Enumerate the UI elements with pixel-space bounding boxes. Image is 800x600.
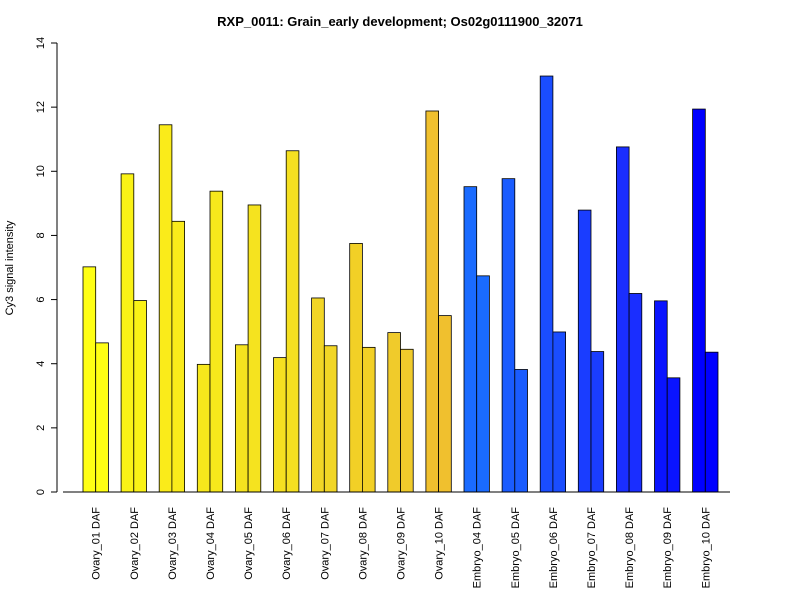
x-tick-labels: Ovary_01 DAF Ovary_02 DAF Ovary_03 DAF Ovar… <box>91 507 713 589</box>
bar <box>577 209 592 493</box>
y-tick-label: 12 <box>35 101 47 113</box>
x-tick-label: Embryo_08 DAF <box>624 507 636 589</box>
x-tick-label: Embryo_10 DAF <box>700 507 712 589</box>
x-tick-label: Ovary_08 DAF <box>357 507 369 580</box>
bar <box>501 178 516 493</box>
x-tick-label: Ovary_04 DAF <box>205 507 217 580</box>
x-tick-label: Ovary_09 DAF <box>396 507 408 580</box>
x-tick-label: Ovary_01 DAF <box>91 507 103 580</box>
bar <box>158 124 173 493</box>
bar <box>196 363 211 493</box>
bar <box>323 345 338 493</box>
x-tick-label: Ovary_07 DAF <box>319 507 331 580</box>
bar <box>247 204 262 493</box>
y-tick-label: 8 <box>35 232 47 238</box>
y-tick-label: 2 <box>35 425 47 431</box>
bar <box>666 377 681 493</box>
x-tick-label: Embryo_05 DAF <box>510 507 522 589</box>
bar <box>654 300 668 493</box>
bar <box>704 351 719 493</box>
bar <box>476 275 490 493</box>
bar <box>82 266 97 493</box>
x-tick-label: Ovary_10 DAF <box>434 507 446 580</box>
bar <box>463 186 478 493</box>
x-tick-label: Embryo_09 DAF <box>662 507 674 589</box>
x-tick-label: Ovary_02 DAF <box>129 507 141 580</box>
bar <box>349 243 363 493</box>
bar <box>120 173 135 493</box>
x-tick-label: Ovary_05 DAF <box>243 507 255 580</box>
y-tick-label: 0 <box>35 489 47 495</box>
bar <box>692 108 706 493</box>
chart-title: RXP_0011: Grain_early development; Os02g… <box>217 14 583 29</box>
bar <box>209 190 224 493</box>
y-tick-label: 4 <box>35 361 47 367</box>
bar <box>285 150 300 493</box>
bar <box>616 146 630 493</box>
bar <box>425 110 439 493</box>
bar <box>552 331 567 493</box>
bar <box>133 300 147 493</box>
bar <box>361 346 376 493</box>
y-tick-label: 14 <box>35 37 47 49</box>
bar <box>628 293 643 493</box>
x-tick-label: Embryo_07 DAF <box>586 507 598 589</box>
bar <box>438 315 452 493</box>
bar <box>171 220 185 493</box>
bar <box>590 351 605 493</box>
y-axis-label: Cy3 signal intensity <box>4 220 16 315</box>
bar <box>400 348 414 493</box>
bar <box>95 342 109 493</box>
y-tick-label: 6 <box>35 297 47 303</box>
x-tick-label: Ovary_06 DAF <box>281 507 293 580</box>
x-tick-label: Embryo_04 DAF <box>472 507 484 589</box>
x-tick-label: Embryo_06 DAF <box>548 507 560 589</box>
bar <box>311 297 325 493</box>
y-axis: 0 2 4 6 8 10 12 14 <box>35 37 58 495</box>
bar <box>539 75 554 493</box>
bar <box>273 357 287 493</box>
x-tick-label: Ovary_03 DAF <box>167 507 179 580</box>
bar <box>234 344 249 493</box>
bar <box>387 332 401 493</box>
bars <box>82 75 719 493</box>
y-tick-label: 10 <box>35 165 47 177</box>
bar <box>514 369 528 493</box>
